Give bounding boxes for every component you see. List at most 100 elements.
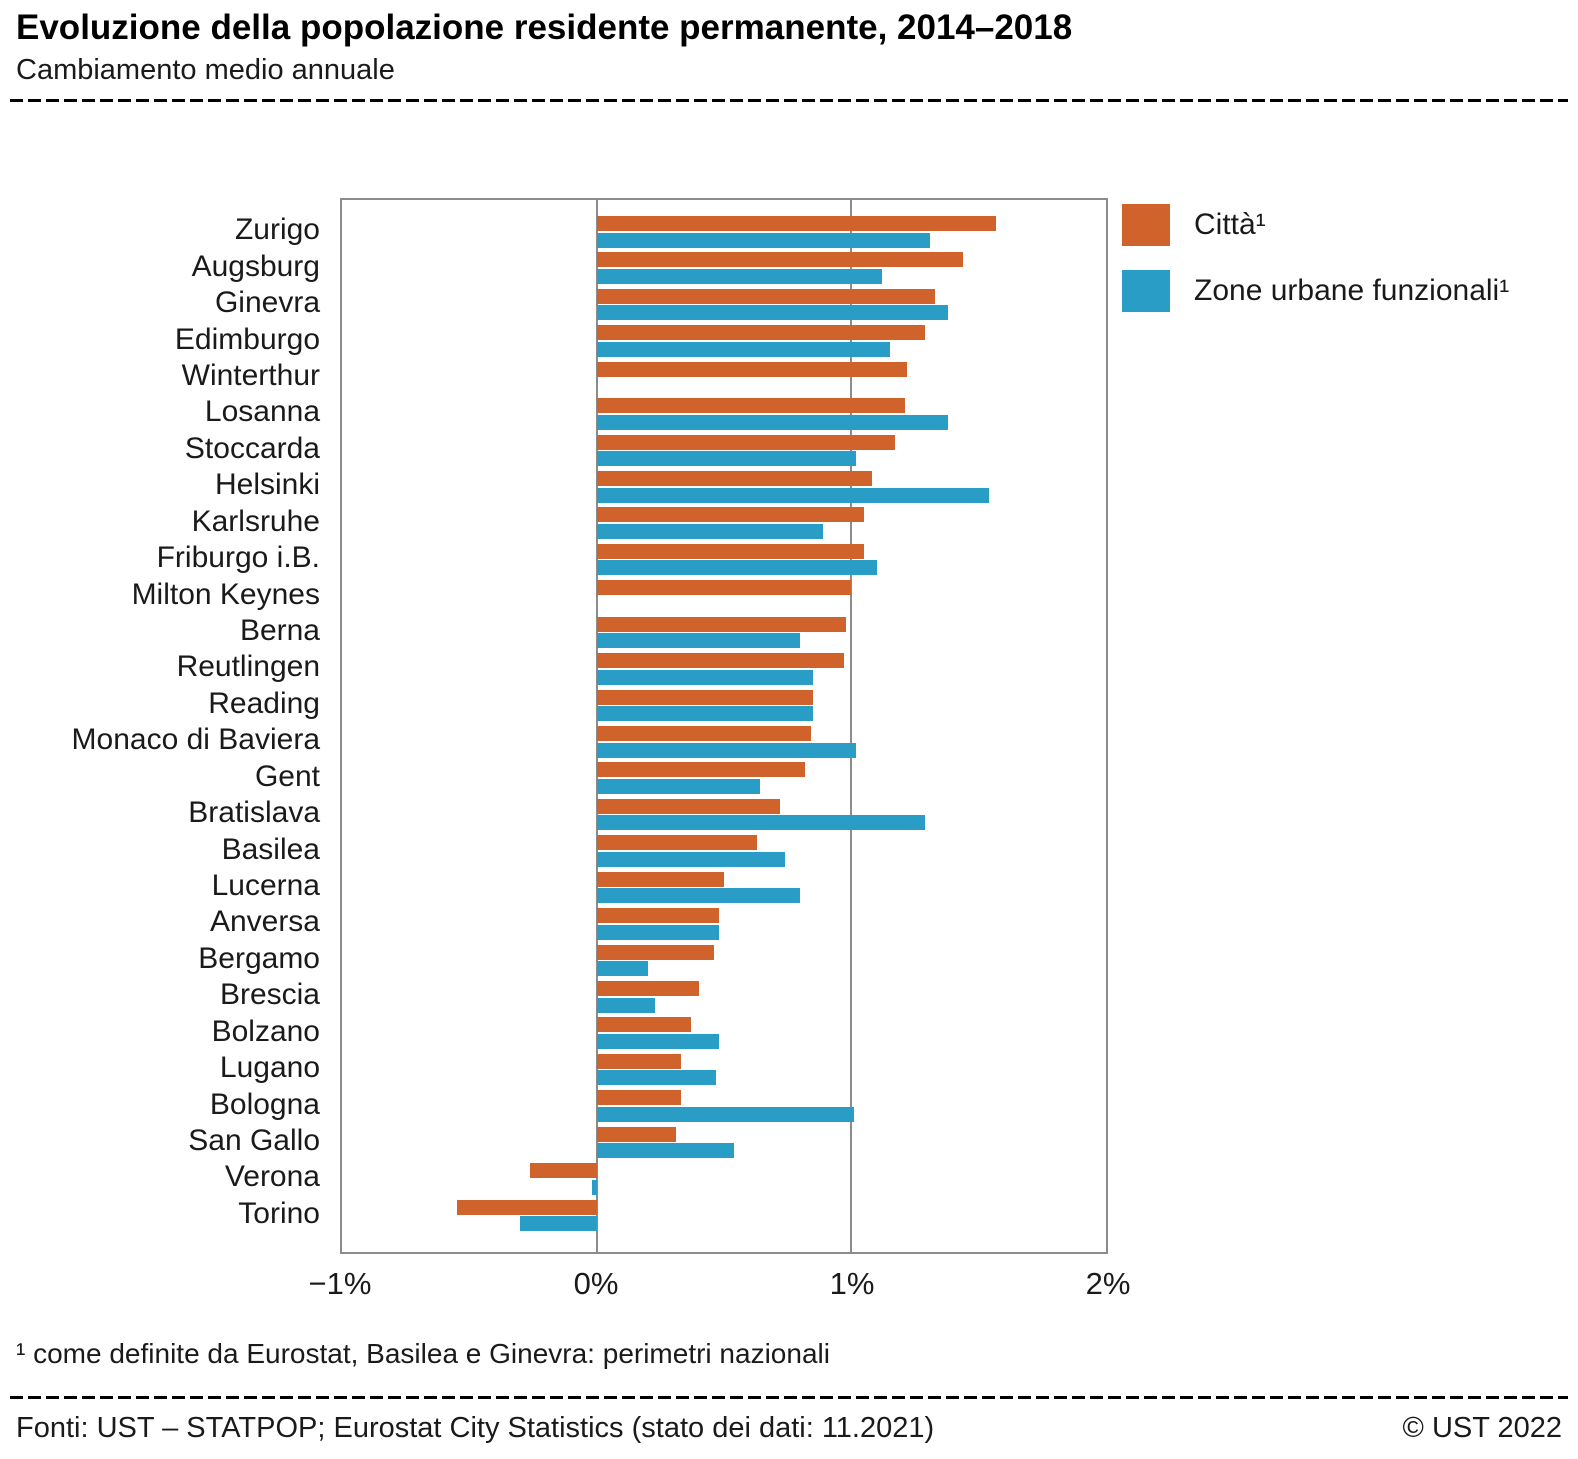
bar-citta — [596, 1017, 691, 1033]
bar-citta — [596, 252, 964, 268]
bar-zone-urbane — [596, 997, 656, 1013]
x-tick-label: 1% — [829, 1266, 875, 1301]
category-label: Milton Keynes — [131, 577, 320, 611]
bar-citta — [596, 580, 852, 596]
x-tick-label: −1% — [308, 1266, 372, 1301]
chart-subtitle: Cambiamento medio annuale — [16, 54, 395, 87]
bar-citta — [596, 616, 847, 632]
y-axis-labels: Zurigo Augsburg Ginevra Edimburgo Winterthur… — [0, 198, 326, 1254]
bar-citta — [596, 1126, 676, 1142]
top-divider — [10, 99, 1568, 102]
category-label: Karlsruhe — [191, 504, 320, 538]
bar-citta — [596, 944, 714, 960]
bar-citta — [596, 1090, 681, 1106]
category-label: Verona — [224, 1160, 320, 1194]
category-label: Edimburgo — [174, 322, 320, 356]
category-label: Torino — [238, 1196, 320, 1230]
bar-zone-urbane — [596, 1143, 735, 1159]
category-label: Zurigo — [234, 213, 320, 247]
category-label: Brescia — [219, 978, 320, 1012]
bar-citta — [596, 1053, 681, 1069]
legend-item-citta: Città¹ — [1122, 204, 1509, 246]
category-label: Stoccarda — [184, 431, 320, 465]
bar-zone-urbane — [596, 706, 814, 722]
bar-citta — [596, 325, 926, 341]
bar-citta — [596, 434, 895, 450]
category-label: San Gallo — [188, 1123, 320, 1157]
bar-zone-urbane — [596, 341, 890, 357]
footer: Fonti: UST – STATPOP; Eurostat City Stat… — [16, 1412, 1562, 1445]
bar-citta — [596, 507, 865, 523]
x-tick-label: 2% — [1085, 1266, 1131, 1301]
bar-zone-urbane — [596, 1033, 719, 1049]
category-label: Bologna — [209, 1087, 320, 1121]
category-label: Bratislava — [188, 796, 320, 830]
category-label: Lucerna — [211, 868, 320, 902]
bar-citta — [596, 653, 844, 669]
bar-citta — [596, 361, 908, 377]
bar-zone-urbane — [596, 232, 931, 248]
legend-swatch-zone-urbane-icon — [1122, 270, 1170, 312]
bar-citta — [456, 1199, 597, 1215]
category-label: Losanna — [204, 395, 320, 429]
category-label: Anversa — [209, 905, 320, 939]
category-label: Reading — [208, 686, 320, 720]
category-label: Friburgo i.B. — [156, 541, 320, 575]
legend-item-zone-urbane: Zone urbane funzionali¹ — [1122, 270, 1509, 312]
bar-zone-urbane — [596, 888, 801, 904]
bar-zone-urbane — [520, 1216, 597, 1232]
gridline — [850, 200, 853, 1252]
category-label: Reutlingen — [176, 650, 320, 684]
category-label: Lugano — [219, 1051, 320, 1085]
bar-citta — [596, 835, 758, 851]
bar-zone-urbane — [596, 851, 786, 867]
legend-swatch-citta-icon — [1122, 204, 1170, 246]
bar-zone-urbane — [596, 924, 719, 940]
bar-zone-urbane — [596, 560, 877, 576]
category-label: Gent — [254, 759, 320, 793]
bar-citta — [596, 871, 724, 887]
category-label: Winterthur — [181, 358, 320, 392]
chart-header: Evoluzione della popolazione residente p… — [16, 8, 1562, 87]
bar-citta — [596, 216, 997, 231]
bar-citta — [596, 798, 781, 814]
bar-zone-urbane — [596, 778, 760, 794]
bar-zone-urbane — [596, 742, 857, 758]
bar-citta — [596, 908, 719, 924]
bar-zone-urbane — [596, 815, 926, 831]
category-label: Monaco di Baviera — [71, 723, 320, 757]
bar-citta — [596, 726, 811, 741]
bar-citta — [596, 543, 865, 559]
footnote: ¹ come definite da Eurostat, Basilea e G… — [16, 1338, 830, 1369]
x-tick-label: 0% — [573, 1266, 619, 1301]
x-axis-labels: −1% 0% 1% 2% — [309, 1266, 1131, 1306]
bar-zone-urbane — [596, 1106, 854, 1122]
bar-zone-urbane — [591, 1179, 597, 1195]
bar-zone-urbane — [596, 451, 857, 467]
category-label: Basilea — [221, 832, 320, 866]
bar-zone-urbane — [596, 961, 648, 977]
bar-zone-urbane — [596, 268, 882, 284]
bar-zone-urbane — [596, 523, 824, 539]
legend: Città¹ Zone urbane funzionali¹ — [1122, 204, 1509, 336]
bar-zone-urbane — [596, 487, 989, 503]
bar-citta — [596, 471, 872, 486]
bar-citta — [596, 288, 936, 304]
category-label: Bergamo — [198, 941, 320, 975]
category-label: Augsburg — [191, 249, 320, 283]
bar-citta — [596, 981, 699, 996]
bar-citta — [596, 689, 814, 705]
bar-zone-urbane — [596, 633, 801, 649]
bar-zone-urbane — [596, 414, 949, 430]
plot-area — [340, 198, 1108, 1254]
bar-zone-urbane — [596, 1070, 717, 1086]
source-text: Fonti: UST – STATPOP; Eurostat City Stat… — [16, 1412, 935, 1444]
category-label: Berna — [239, 613, 320, 647]
bar-citta — [596, 762, 806, 778]
bar-zone-urbane — [596, 669, 814, 685]
category-label: Ginevra — [214, 286, 320, 320]
copyright-text: © UST 2022 — [1402, 1412, 1562, 1444]
chart-title: Evoluzione della popolazione residente p… — [16, 8, 1073, 47]
bar-zone-urbane — [596, 305, 949, 321]
